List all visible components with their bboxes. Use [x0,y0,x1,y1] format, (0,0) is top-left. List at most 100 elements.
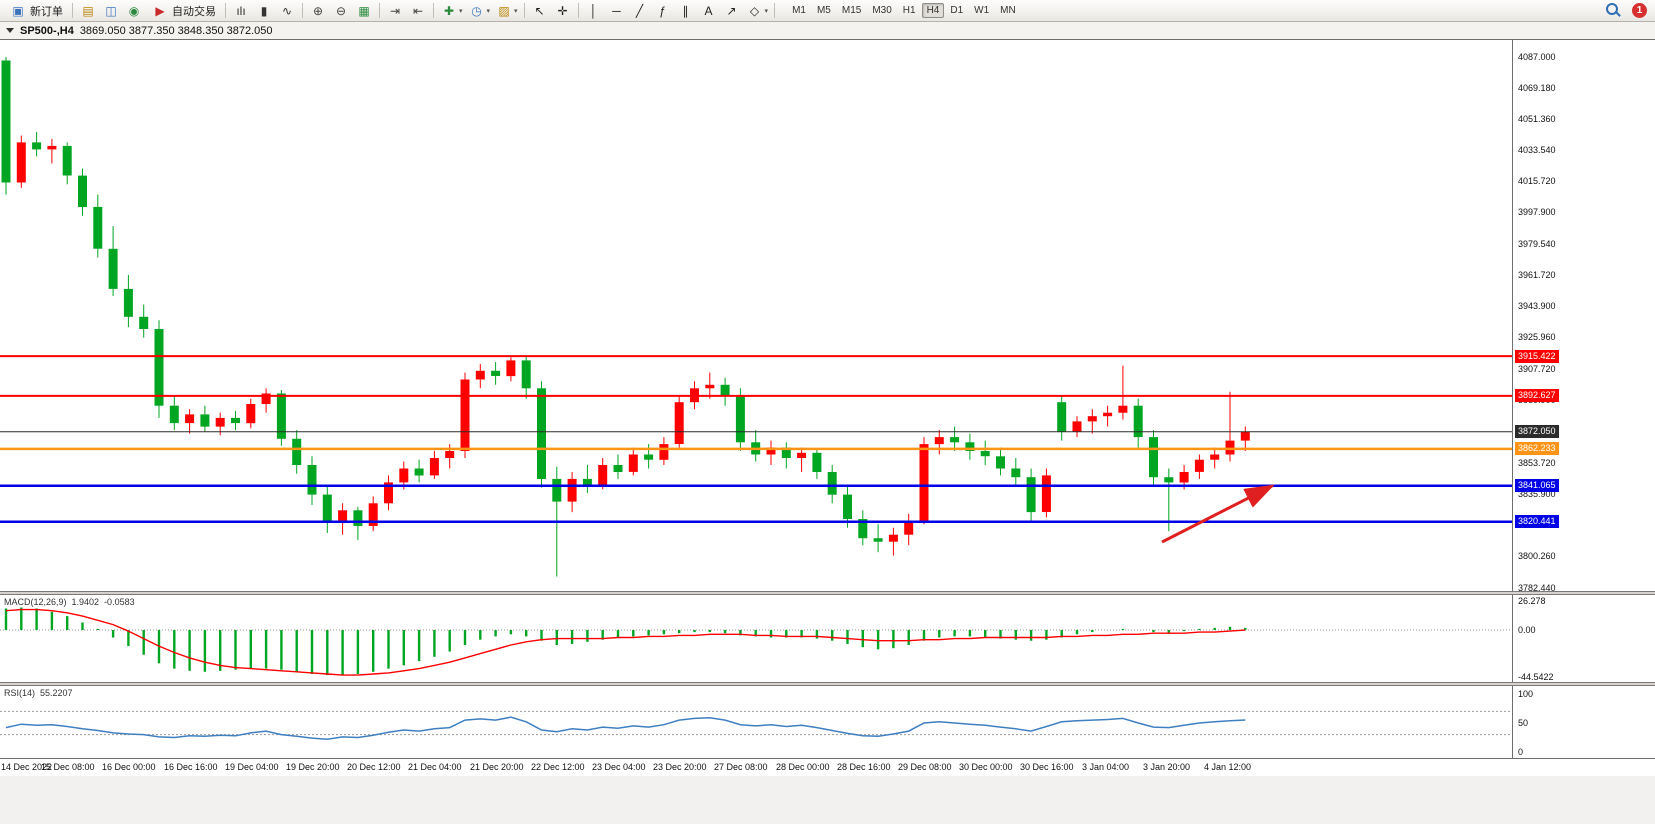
channel-icon: ∥ [682,3,689,18]
arrow-object-icon[interactable]: ↗ [721,2,743,20]
rsi-label: RSI(14) 55.2207 [4,688,73,698]
price-axis-label: 4033.540 [1518,144,1556,155]
fibonacci-icon[interactable]: ƒ [652,2,674,20]
timeframe-button-m5[interactable]: M5 [816,5,831,16]
search-lens [1606,3,1618,15]
shapes-icon[interactable]: ◇ ▾ [744,2,771,20]
crosshair-icon[interactable]: ✛ [552,2,574,20]
panel-splitter-1[interactable] [0,591,1655,595]
refresh-icon: ◉ [128,3,140,18]
resistance-line-3915-price-label: 3915.422 [1515,349,1559,363]
main-chart-panel[interactable] [0,40,1512,591]
price-axis-label: 3907.720 [1518,364,1556,375]
trend-arrow-annotation[interactable] [1161,484,1275,544]
timeframe-button-d1[interactable]: D1 [950,5,964,16]
cursor-icon: ↖ [534,3,545,18]
time-axis-label: 27 Dec 08:00 [714,762,768,772]
new-chart-icon[interactable]: ▤ [77,2,99,20]
macd-chart[interactable] [0,595,1512,682]
toolbar-separator [523,3,525,18]
chart-collapse-triangle-icon[interactable] [6,28,14,33]
chart-shift-icon[interactable]: ⇤ [407,2,429,20]
timeframe-button-h1[interactable]: H1 [902,5,916,16]
timeframe-group: M1 M5 M15 M30 H1 H4 D1 W1 MN [787,3,1021,18]
timeframe-button-w1[interactable]: W1 [974,5,990,16]
rsi-panel[interactable]: RSI(14) 55.2207 [0,686,1512,758]
candlestick-chart-icon[interactable]: ▮ [253,2,275,20]
search-icon[interactable] [1606,3,1621,18]
time-axis-label: 30 Dec 16:00 [1020,762,1074,772]
horizontal-line-icon: ─ [612,3,621,18]
templates-icon[interactable]: ▨ ▾ [493,2,520,20]
price-axis[interactable]: 4087.000 4069.180 4051.360 4033.540 4015.720… [1512,40,1655,758]
time-axis-label: 16 Dec 16:00 [164,762,218,772]
toolbar-separator [225,3,226,18]
trendline-icon[interactable]: ╱ [629,2,651,20]
price-axis-label: 4051.360 [1518,113,1556,124]
new-order-button[interactable]: ▣ 新订单 [4,2,68,20]
line-chart-icon: ∿ [281,3,293,18]
text-icon: A [704,3,713,18]
dropdown-caret-icon: ▾ [764,7,769,15]
time-axis-label: 4 Jan 12:00 [1204,762,1252,772]
timeframe-button-h4[interactable]: H4 [921,3,945,18]
vertical-line-icon[interactable]: │ [583,2,605,20]
bar-chart-icon[interactable]: ılı [230,2,252,20]
toolbar-separator [577,3,579,18]
zoom-in-icon[interactable]: ⊕ [307,2,329,20]
templates-icon: ▨ [498,3,510,18]
time-axis-label: 21 Dec 20:00 [470,762,524,772]
tile-windows-icon: ▦ [358,3,370,18]
line-chart-icon[interactable]: ∿ [276,2,298,20]
timeframe-button-m1[interactable]: M1 [792,5,806,16]
rsi-axis-label: 0 [1518,746,1524,757]
macd-label: MACD(12,26,9) 1.9402 -0.0583 [4,597,135,607]
time-axis-label: 16 Dec 00:00 [102,762,156,772]
notification-badge[interactable]: 1 [1632,3,1647,18]
timeframe-button-m15[interactable]: M15 [841,5,862,16]
candlestick-chart[interactable] [0,40,1512,591]
bar-chart-icon: ılı [236,3,246,18]
auto-scroll-icon: ⇥ [389,3,401,18]
profiles-icon[interactable]: ◫ [100,2,122,20]
price-axis-label: 3782.440 [1518,582,1556,593]
channel-icon[interactable]: ∥ [675,2,697,20]
zoom-in-icon: ⊕ [312,3,324,18]
autotrading-button-label: 自动交易 [172,5,216,18]
current-price-line-price-label: 3872.050 [1515,425,1559,439]
horizontal-line-icon[interactable]: ─ [606,2,628,20]
zoom-out-icon: ⊖ [335,3,347,18]
price-axis-label: 4015.720 [1518,175,1556,186]
cursor-icon[interactable]: ↖ [529,2,551,20]
dropdown-caret-icon: ▾ [486,7,491,15]
indicators-icon[interactable]: ✚ ▾ [438,2,465,20]
price-axis-label: 3979.540 [1518,238,1556,249]
time-axis-label: 15 Dec 08:00 [41,762,95,772]
rsi-chart[interactable] [0,686,1512,758]
chart-shift-icon: ⇤ [412,3,424,18]
timeframe-button-mn[interactable]: MN [1000,5,1016,16]
time-axis-label: 22 Dec 12:00 [531,762,585,772]
autotrading-button[interactable]: ▶ 自动交易 [146,2,221,20]
toolbar-separator [302,3,303,18]
macd-axis-label: 0.00 [1518,624,1536,635]
new-order-icon: ▣ [12,3,24,18]
text-icon[interactable]: A [698,2,720,20]
refresh-icon[interactable]: ◉ [123,2,145,20]
macd-panel[interactable]: MACD(12,26,9) 1.9402 -0.0583 [0,595,1512,682]
profiles-icon: ◫ [105,3,117,18]
tile-windows-icon[interactable]: ▦ [353,2,375,20]
indicators-icon: ✚ [443,3,455,18]
zoom-out-icon[interactable]: ⊖ [330,2,352,20]
shapes-icon: ◇ [749,3,760,18]
panel-splitter-2[interactable] [0,682,1655,686]
time-axis-label: 23 Dec 20:00 [653,762,707,772]
timeframe-button-m30[interactable]: M30 [872,5,892,16]
time-axis[interactable]: 14 Dec 2022 15 Dec 08:00 16 Dec 00:00 16 De… [0,758,1655,776]
auto-scroll-icon[interactable]: ⇥ [384,2,406,20]
rsi-value: 55.2207 [40,688,73,698]
toolbar-separator [379,3,380,18]
periods-icon[interactable]: ◷ ▾ [466,2,493,20]
chart-title-bar: SP500-,H4 3869.050 3877.350 3848.350 387… [0,22,1655,40]
search-tail [1615,11,1621,17]
